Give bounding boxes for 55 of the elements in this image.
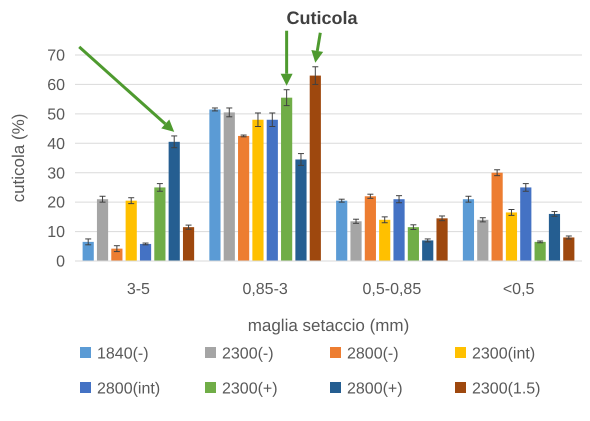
y-tick-label: 40 (47, 136, 66, 153)
bar (548, 214, 560, 261)
y-tick-label: 60 (47, 77, 66, 94)
bar (295, 159, 307, 261)
y-tick-label: 30 (47, 165, 66, 182)
bar (111, 248, 122, 261)
y-axis-title: cuticola (%) (9, 114, 28, 202)
legend-label: 1840(-) (97, 346, 149, 363)
x-tick-label: 0,5-0,85 (362, 281, 422, 298)
bar (154, 187, 166, 261)
bar (140, 244, 152, 261)
bar (350, 221, 362, 261)
bar (492, 172, 503, 261)
bar (238, 136, 250, 261)
bar (436, 218, 448, 261)
bar (379, 220, 390, 261)
bar (252, 120, 264, 261)
x-axis-title: maglia setaccio (mm) (248, 316, 410, 335)
bar (168, 142, 180, 261)
y-tick-label: 20 (47, 194, 66, 212)
bar (462, 199, 474, 261)
bar (224, 112, 235, 261)
bar (563, 237, 574, 261)
bar (82, 242, 94, 261)
bar (209, 109, 221, 261)
legend-label: 2800(int) (97, 380, 160, 398)
bar (534, 242, 546, 261)
legend-label: 2800(+) (347, 380, 403, 398)
y-tick-label: 10 (47, 224, 66, 242)
legend-label: 2300(-) (222, 346, 274, 363)
x-tick-label: 0,85-3 (242, 281, 288, 298)
bar (477, 220, 488, 261)
bar (336, 200, 348, 261)
chart-title: Cuticola (286, 8, 358, 28)
bar (422, 240, 434, 261)
legend-label: 2300(1.5) (472, 380, 540, 398)
bar (266, 120, 278, 261)
legend-label: 2800(-) (347, 346, 399, 363)
bar (364, 196, 376, 261)
bar (408, 227, 419, 261)
bar (520, 187, 532, 261)
y-tick-label: 0 (56, 254, 66, 271)
bar (393, 199, 405, 261)
bar (281, 98, 292, 261)
bar (506, 212, 518, 261)
bar (126, 200, 137, 261)
bar (310, 76, 321, 261)
bar (182, 227, 194, 261)
x-tick-label: <0,5 (502, 281, 535, 298)
y-tick-label: 50 (47, 106, 66, 124)
y-tick-label: 70 (47, 48, 66, 65)
bar (96, 199, 108, 261)
x-tick-label: 3-5 (126, 281, 150, 298)
legend-label: 2300(+) (222, 380, 278, 398)
legend-label: 2300(int) (472, 346, 536, 363)
